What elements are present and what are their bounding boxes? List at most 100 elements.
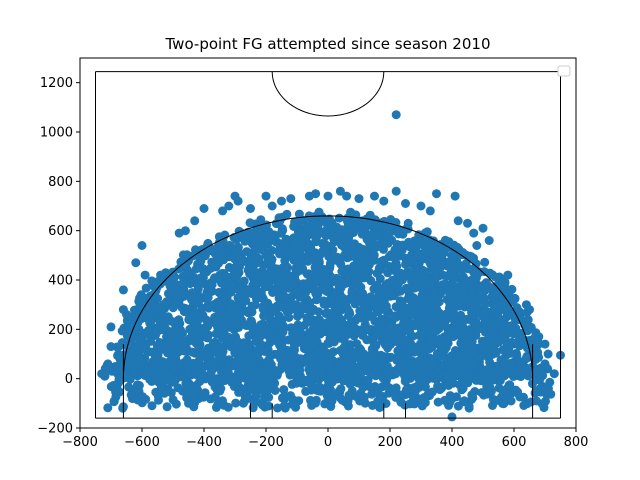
shot-point [130, 332, 140, 342]
shot-point [207, 280, 217, 290]
shot-point [303, 224, 313, 233]
shot-point [526, 397, 536, 407]
shot-point [391, 110, 401, 120]
x-axis: −800 −600 −400 −200 0 200 400 600 800 [62, 428, 588, 450]
shot-point [312, 295, 322, 305]
shot-point [224, 201, 234, 211]
shot-point [149, 280, 159, 290]
shot-point [444, 400, 453, 410]
shot-point [294, 209, 304, 219]
x-tick-label: 800 [564, 435, 589, 450]
shot-point [118, 403, 128, 413]
shot-point [303, 343, 313, 353]
shot-point [380, 301, 390, 311]
shot-point [268, 234, 277, 244]
shot-point [502, 384, 512, 394]
shot-point [370, 382, 380, 391]
shot-point [458, 272, 468, 282]
shot-point [286, 359, 296, 369]
shot-point [326, 402, 336, 411]
shot-point [534, 332, 544, 342]
shot-point [469, 228, 479, 238]
shot-point [530, 388, 540, 398]
shot-point [507, 284, 517, 294]
shot-point [261, 191, 271, 201]
shot-point [175, 359, 184, 369]
shot-point [306, 317, 316, 327]
shot-point [273, 287, 283, 296]
shot-point [457, 385, 467, 395]
x-tick-label: −800 [62, 435, 98, 450]
shot-point [481, 283, 491, 293]
shot-point [178, 250, 188, 260]
shot-point [137, 392, 147, 401]
shot-point [103, 403, 113, 413]
shot-point [456, 338, 466, 348]
shot-point [325, 258, 335, 268]
shot-point [448, 260, 458, 269]
shot-point [183, 304, 193, 314]
shot-point [353, 277, 363, 287]
shot-point [395, 362, 405, 372]
shot-point [360, 296, 370, 306]
shot-point [386, 215, 396, 224]
shot-point [291, 264, 300, 273]
shot-point [199, 392, 209, 402]
shot-point [319, 299, 329, 309]
shot-point [479, 367, 488, 377]
shot-point [134, 324, 144, 334]
shot-point [433, 381, 443, 391]
shot-point [309, 304, 319, 314]
shot-point [369, 250, 379, 260]
shot-point [207, 286, 217, 296]
shot-point [166, 377, 176, 387]
y-tick-label: 0 [65, 372, 73, 387]
shot-point [315, 386, 325, 396]
shot-point [370, 191, 379, 201]
shot-point [267, 201, 277, 211]
shot-point [464, 401, 474, 411]
shot-point [372, 280, 382, 290]
shot-point [326, 385, 336, 395]
shot-point [387, 275, 397, 285]
shot-point [386, 284, 396, 294]
court-lines [95, 71, 561, 419]
shot-point [479, 308, 489, 318]
shot-point [106, 322, 116, 332]
shot-point [491, 361, 500, 371]
shot-point [336, 314, 345, 324]
shot-point [282, 262, 292, 272]
shot-point [178, 278, 188, 288]
shot-point [158, 325, 168, 335]
shot-point [246, 204, 255, 213]
shot-point [216, 245, 226, 255]
shot-point [226, 299, 236, 309]
shot-point [390, 311, 400, 321]
shot-point [231, 320, 241, 330]
shot-point [118, 305, 128, 315]
shot-point [427, 370, 437, 380]
shot-point [417, 332, 427, 342]
shot-point [376, 351, 386, 361]
chart-title: Two-point FG attempted since season 2010 [165, 35, 491, 53]
shot-point [485, 382, 495, 392]
shot-point [509, 322, 519, 332]
shot-point [307, 370, 317, 380]
shot-point [367, 312, 377, 322]
shot-point [210, 392, 220, 402]
shot-point [485, 268, 495, 278]
shot-point [296, 224, 306, 234]
shot-point [322, 224, 332, 234]
shot-point [350, 370, 360, 380]
shot-point [534, 352, 544, 362]
shot-point [329, 230, 339, 240]
shot-point [156, 344, 166, 354]
x-tick-label: 600 [502, 435, 527, 450]
shot-point [491, 396, 501, 406]
shot-point [484, 236, 494, 245]
shot-point [279, 385, 289, 395]
shot-point [333, 325, 343, 335]
shot-point [376, 218, 386, 228]
shot-point [468, 348, 478, 358]
shot-point [256, 320, 266, 330]
